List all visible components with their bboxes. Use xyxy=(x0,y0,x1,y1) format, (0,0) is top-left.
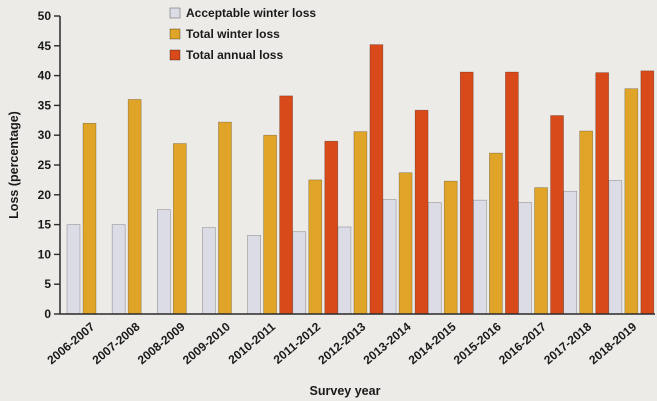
x-axis-ticks: 2006-20072007-20082008-20092009-20102010… xyxy=(44,319,639,367)
legend: Acceptable winter loss Total winter loss T… xyxy=(169,6,316,62)
x-tick-label: 2015-2016 xyxy=(451,319,504,367)
bar-acceptable-winter-loss xyxy=(563,190,577,315)
y-axis-title: Loss (percentage) xyxy=(7,111,21,219)
bar-total-winter-loss xyxy=(353,131,368,315)
y-tick-label: 5 xyxy=(44,277,51,291)
bar-total-annual-loss xyxy=(279,95,293,315)
bar-acceptable-winter-loss xyxy=(382,199,397,315)
bar-total-annual-loss xyxy=(550,115,564,315)
legend-swatch xyxy=(169,49,181,61)
y-tick-label: 20 xyxy=(38,188,52,202)
bar-acceptable-winter-loss xyxy=(518,202,532,315)
x-axis-title: Survey year xyxy=(310,384,381,398)
bar-acceptable-winter-loss xyxy=(473,199,487,315)
bar-total-annual-loss xyxy=(640,70,655,315)
y-tick-label: 40 xyxy=(38,69,52,83)
x-tick-label: 2018-2019 xyxy=(586,319,639,367)
y-tick-label: 35 xyxy=(38,98,52,112)
bar-total-winter-loss xyxy=(489,152,503,315)
x-tick-label: 2014-2015 xyxy=(406,319,459,367)
x-tick-label: 2016-2017 xyxy=(496,319,549,367)
bar-acceptable-winter-loss xyxy=(111,224,126,315)
x-tick-label: 2017-2018 xyxy=(541,319,594,367)
x-tick-label: 2009-2010 xyxy=(180,319,233,367)
legend-label: Total annual loss xyxy=(186,48,283,62)
bar-total-annual-loss xyxy=(414,109,429,315)
bar-total-winter-loss xyxy=(127,99,142,315)
bar-total-annual-loss xyxy=(459,71,474,315)
bar-total-annual-loss xyxy=(595,72,609,315)
x-tick-label: 2011-2012 xyxy=(271,319,324,366)
legend-label: Acceptable winter loss xyxy=(186,6,316,20)
bar-total-winter-loss xyxy=(173,143,187,315)
bar-total-winter-loss xyxy=(534,187,548,315)
bar-acceptable-winter-loss xyxy=(247,235,261,315)
x-tick-label: 2010-2011 xyxy=(226,319,279,366)
legend-label: Total winter loss xyxy=(186,27,280,41)
bar-acceptable-winter-loss xyxy=(202,227,216,315)
x-tick-label: 2008-2009 xyxy=(135,319,188,367)
bar-acceptable-winter-loss xyxy=(337,226,352,315)
bar-acceptable-winter-loss xyxy=(292,231,307,315)
bar-acceptable-winter-loss xyxy=(427,202,442,315)
x-tick-label: 2012-2013 xyxy=(315,319,368,367)
x-tick-label: 2013-2014 xyxy=(361,319,414,367)
y-tick-label: 50 xyxy=(38,9,52,23)
bar-total-winter-loss xyxy=(443,180,458,315)
bar-total-annual-loss xyxy=(505,71,519,315)
bar-total-annual-loss xyxy=(324,140,339,315)
y-tick-label: 15 xyxy=(38,218,52,232)
y-tick-label: 25 xyxy=(38,158,52,172)
y-tick-label: 45 xyxy=(38,39,52,53)
bar-total-winter-loss xyxy=(263,134,277,315)
bar-total-annual-loss xyxy=(369,44,384,315)
y-tick-label: 30 xyxy=(38,128,52,142)
bar-total-winter-loss xyxy=(82,122,97,315)
y-tick-label: 10 xyxy=(38,247,52,261)
y-axis-ticks: 0 5 10 15 20 25 30 35 40 45 50 xyxy=(38,9,60,321)
x-tick-label: 2007-2008 xyxy=(90,319,143,367)
x-tick-label: 2006-2007 xyxy=(44,319,97,367)
bar-total-winter-loss xyxy=(398,172,413,315)
bar-total-winter-loss xyxy=(218,121,232,315)
legend-swatch xyxy=(169,7,181,19)
y-tick-label: 0 xyxy=(44,307,51,321)
bar-total-winter-loss xyxy=(624,88,639,315)
bar-total-winter-loss xyxy=(308,179,323,315)
bar-total-winter-loss xyxy=(579,130,593,315)
bar-acceptable-winter-loss xyxy=(608,180,623,315)
bar-marks xyxy=(66,44,655,315)
bar-acceptable-winter-loss xyxy=(157,209,171,315)
legend-swatch xyxy=(169,28,181,40)
bar-acceptable-winter-loss xyxy=(66,224,81,315)
